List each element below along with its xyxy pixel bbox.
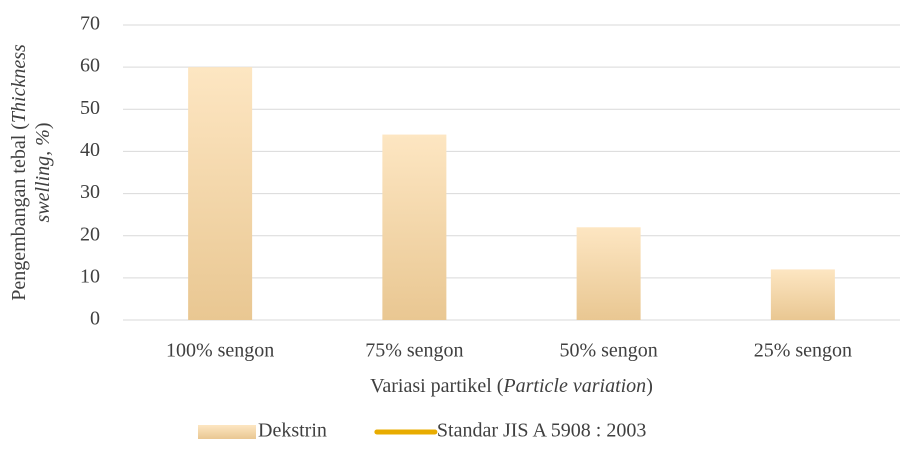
- x-tick-label: 75% sengon: [365, 340, 463, 362]
- y-tick-label: 20: [80, 223, 100, 245]
- x-tick-label: 100% sengon: [166, 340, 274, 362]
- legend-label: Dekstrin: [258, 420, 327, 442]
- bar: [188, 67, 253, 321]
- y-axis-title-part: Thickness: [8, 44, 30, 123]
- y-tick-label: 40: [80, 139, 100, 161]
- legend-swatch: [198, 425, 256, 439]
- y-axis-title-part: Pengembangan tebal (: [8, 123, 30, 301]
- bar: [770, 269, 835, 320]
- y-axis-title-part: ): [32, 122, 54, 129]
- bar: [576, 227, 641, 320]
- x-axis-title-part: ): [646, 375, 653, 397]
- bar: [382, 134, 447, 320]
- y-tick-label: 50: [80, 97, 100, 119]
- x-tick-label: 25% sengon: [754, 340, 852, 362]
- y-tick-label: 60: [80, 55, 100, 77]
- legend-label: Standar JIS A 5908 : 2003: [437, 420, 646, 442]
- x-axis-title-part: Particle variation: [502, 375, 646, 397]
- y-axis-title-part: swelling, %: [32, 129, 54, 222]
- y-tick-label: 0: [90, 308, 100, 330]
- y-tick-label: 30: [80, 181, 100, 203]
- y-axis-title: Pengembangan tebal (Thickness: [8, 44, 30, 301]
- y-tick-label: 10: [80, 265, 100, 287]
- x-axis-title-part: Variasi partikel (: [370, 375, 504, 397]
- x-axis-title: Variasi partikel (Particle variation): [370, 375, 653, 397]
- y-tick-label: 70: [80, 13, 100, 35]
- y-axis-title: swelling, %): [32, 122, 54, 222]
- x-tick-label: 50% sengon: [559, 340, 657, 362]
